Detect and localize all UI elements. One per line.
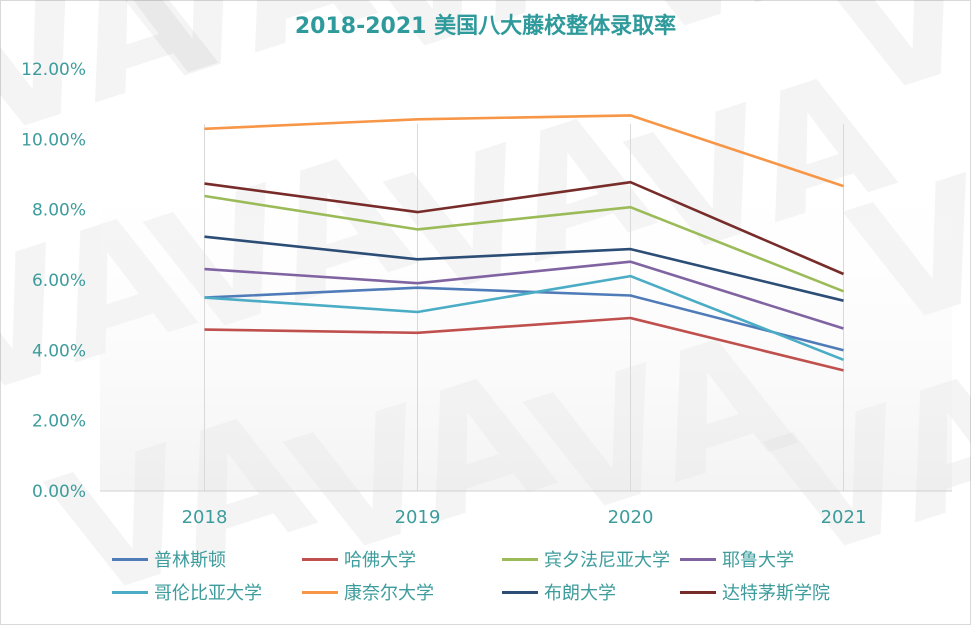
y-axis: 0.00% 2.00% 4.00% 6.00% 8.00% 10.00% 12.00% xyxy=(21,60,86,502)
legend-label: 康奈尔大学 xyxy=(344,583,434,604)
series-line-3 xyxy=(204,260,844,330)
series-lines xyxy=(204,114,845,372)
legend-label: 哥伦比亚大学 xyxy=(154,583,262,604)
legend-swatch xyxy=(112,557,148,561)
x-tick-label: 2021 xyxy=(821,507,867,528)
plot-area xyxy=(100,149,952,491)
legend-item: 康奈尔大学 xyxy=(302,578,434,606)
y-tick-label: 0.00% xyxy=(32,482,86,502)
legend-swatch xyxy=(680,557,716,561)
legend-item: 布朗大学 xyxy=(502,578,616,606)
legend-swatch xyxy=(502,590,538,594)
series-line-4 xyxy=(204,274,844,362)
legend-swatch xyxy=(502,557,538,561)
series-line-7 xyxy=(204,180,845,276)
legend-item: 哈佛大学 xyxy=(302,545,416,573)
legend-label: 布朗大学 xyxy=(544,583,616,604)
y-tick-label: 12.00% xyxy=(21,60,86,80)
legend-item: 普林斯顿 xyxy=(112,545,226,573)
legend-item: 哥伦比亚大学 xyxy=(112,578,262,606)
legend-swatch xyxy=(302,590,338,594)
legend-swatch xyxy=(680,590,716,594)
x-tick-label: 2020 xyxy=(608,507,654,528)
legend-label: 耶鲁大学 xyxy=(722,550,794,571)
y-tick-label: 6.00% xyxy=(32,271,86,291)
legend-label: 普林斯顿 xyxy=(154,550,226,571)
plot-background xyxy=(100,149,952,491)
series-line-0 xyxy=(204,286,844,352)
y-tick-label: 2.00% xyxy=(32,412,86,432)
legend-label: 宾夕法尼亚大学 xyxy=(544,550,670,571)
x-tick-label: 2018 xyxy=(182,507,228,528)
y-tick-label: 8.00% xyxy=(32,201,86,221)
x-tick-label: 2019 xyxy=(395,507,441,528)
legend-label: 哈佛大学 xyxy=(344,550,416,571)
legend-item: 耶鲁大学 xyxy=(680,545,794,573)
legend-item: 宾夕法尼亚大学 xyxy=(502,545,670,573)
legend-label: 达特茅斯学院 xyxy=(722,583,830,604)
legend-swatch xyxy=(302,557,338,561)
chart-title: 2018-2021 美国八大藤校整体录取率 xyxy=(294,14,677,39)
series-line-5 xyxy=(204,114,844,188)
legend-item: 达特茅斯学院 xyxy=(680,578,830,606)
legend-swatch xyxy=(112,590,148,594)
y-tick-label: 10.00% xyxy=(21,130,86,150)
series-line-6 xyxy=(204,235,844,302)
y-tick-label: 4.00% xyxy=(32,341,86,361)
x-axis: 2018 2019 2020 2021 xyxy=(182,507,867,528)
series-line-2 xyxy=(204,194,844,293)
series-line-1 xyxy=(204,316,844,372)
